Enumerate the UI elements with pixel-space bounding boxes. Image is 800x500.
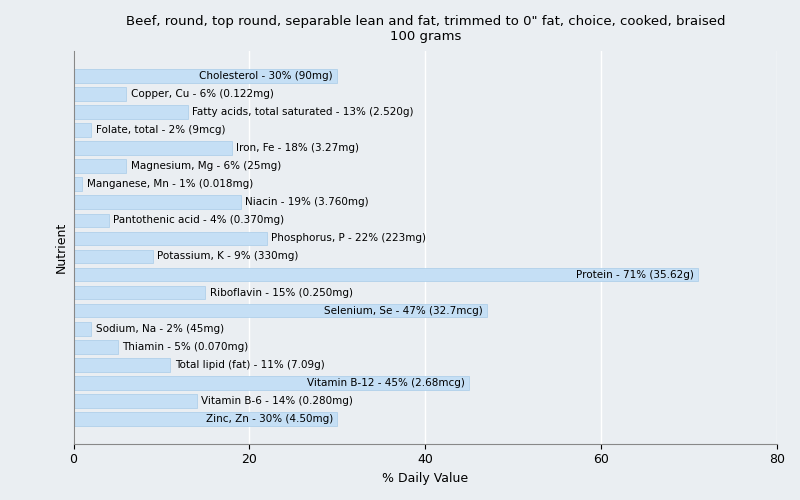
- Bar: [74, 412, 338, 426]
- Text: Niacin - 19% (3.760mg): Niacin - 19% (3.760mg): [245, 197, 369, 207]
- Bar: [74, 322, 91, 336]
- Text: Fatty acids, total saturated - 13% (2.520g): Fatty acids, total saturated - 13% (2.52…: [192, 107, 414, 117]
- Text: Folate, total - 2% (9mcg): Folate, total - 2% (9mcg): [95, 125, 225, 135]
- Bar: [74, 394, 197, 408]
- Bar: [74, 196, 241, 209]
- Text: Total lipid (fat) - 11% (7.09g): Total lipid (fat) - 11% (7.09g): [174, 360, 325, 370]
- Bar: [74, 304, 487, 318]
- Text: Phosphorus, P - 22% (223mg): Phosphorus, P - 22% (223mg): [271, 234, 426, 243]
- Text: Cholesterol - 30% (90mg): Cholesterol - 30% (90mg): [199, 70, 333, 81]
- Text: Pantothenic acid - 4% (0.370mg): Pantothenic acid - 4% (0.370mg): [113, 216, 284, 226]
- Bar: [74, 268, 698, 281]
- Text: Magnesium, Mg - 6% (25mg): Magnesium, Mg - 6% (25mg): [130, 161, 281, 171]
- Bar: [74, 286, 206, 300]
- Text: Copper, Cu - 6% (0.122mg): Copper, Cu - 6% (0.122mg): [130, 89, 274, 99]
- Bar: [74, 105, 188, 118]
- Bar: [74, 178, 82, 191]
- Bar: [74, 123, 91, 136]
- Text: Potassium, K - 9% (330mg): Potassium, K - 9% (330mg): [157, 252, 298, 262]
- Text: Protein - 71% (35.62g): Protein - 71% (35.62g): [575, 270, 694, 280]
- Bar: [74, 214, 109, 227]
- Text: Manganese, Mn - 1% (0.018mg): Manganese, Mn - 1% (0.018mg): [86, 179, 253, 189]
- Text: Vitamin B-6 - 14% (0.280mg): Vitamin B-6 - 14% (0.280mg): [201, 396, 353, 406]
- Bar: [74, 141, 232, 155]
- X-axis label: % Daily Value: % Daily Value: [382, 472, 468, 485]
- Bar: [74, 69, 338, 82]
- Bar: [74, 160, 126, 173]
- Bar: [74, 87, 126, 101]
- Bar: [74, 340, 118, 353]
- Text: Sodium, Na - 2% (45mg): Sodium, Na - 2% (45mg): [95, 324, 224, 334]
- Title: Beef, round, top round, separable lean and fat, trimmed to 0" fat, choice, cooke: Beef, round, top round, separable lean a…: [126, 15, 725, 43]
- Text: Selenium, Se - 47% (32.7mcg): Selenium, Se - 47% (32.7mcg): [324, 306, 482, 316]
- Bar: [74, 232, 267, 245]
- Text: Riboflavin - 15% (0.250mg): Riboflavin - 15% (0.250mg): [210, 288, 353, 298]
- Text: Zinc, Zn - 30% (4.50mg): Zinc, Zn - 30% (4.50mg): [206, 414, 333, 424]
- Text: Iron, Fe - 18% (3.27mg): Iron, Fe - 18% (3.27mg): [236, 143, 359, 153]
- Bar: [74, 376, 470, 390]
- Bar: [74, 358, 170, 372]
- Text: Vitamin B-12 - 45% (2.68mcg): Vitamin B-12 - 45% (2.68mcg): [307, 378, 465, 388]
- Y-axis label: Nutrient: Nutrient: [55, 222, 68, 273]
- Bar: [74, 250, 153, 263]
- Text: Thiamin - 5% (0.070mg): Thiamin - 5% (0.070mg): [122, 342, 248, 352]
